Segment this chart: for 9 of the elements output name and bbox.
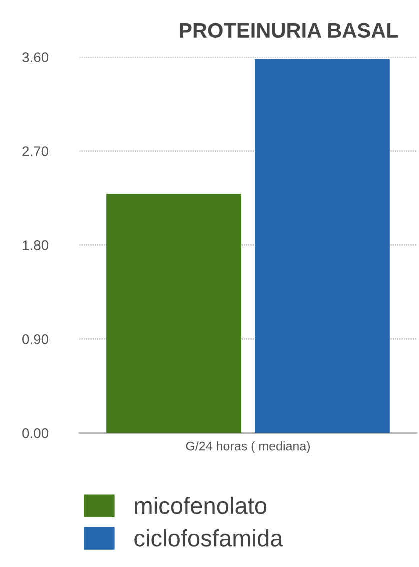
chart-title: PROTEINURIA BASAL	[180, 23, 398, 38]
legend-label: micofenolato	[135, 496, 267, 514]
y-tick-label: 3.60	[22, 52, 49, 62]
y-tick-label: 1.80	[23, 240, 49, 250]
x-tick-label: G/24 horas ( mediana)	[186, 442, 310, 454]
legend-label: ciclofosfamida	[134, 529, 284, 547]
y-tick-label: 0.00	[22, 428, 49, 438]
y-tick-label: 0.90	[22, 334, 49, 344]
y-tick-label: 2.70	[22, 146, 49, 156]
